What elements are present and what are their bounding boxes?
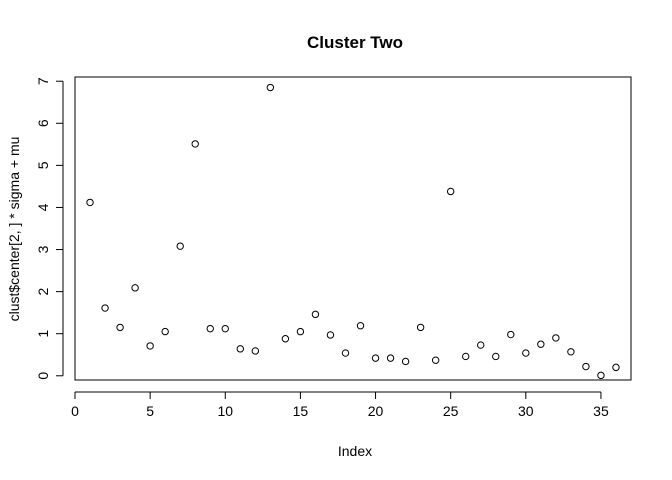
chart-title: Cluster Two [307,33,403,52]
data-point [86,198,94,207]
data-points [86,83,620,380]
x-tick-label: 35 [593,403,609,419]
x-axis-label: Index [338,443,372,459]
data-point [191,140,199,148]
data-point [311,310,320,319]
data-point [462,352,470,361]
x-tick-label: 25 [443,403,459,419]
y-tick-label: 2 [35,288,51,296]
data-point [431,356,440,364]
data-point [296,327,305,336]
x-tick-label: 0 [71,403,79,419]
data-point [341,349,350,357]
y-tick-label: 3 [35,245,51,253]
data-point [266,83,275,92]
data-point [131,284,139,292]
data-point [567,348,575,356]
data-point [507,330,515,339]
data-point [612,363,620,372]
y-tick-label: 4 [35,203,51,211]
y-axis-label: clust$center[2, ] * sigma + mu [6,137,22,322]
x-tick-label: 10 [217,403,233,419]
data-point [356,322,365,330]
data-point [552,334,560,342]
data-point [492,352,500,361]
y-tick-label: 1 [35,330,51,338]
x-axis: 0 5 10 15 20 25 30 35 [71,391,609,419]
data-point [371,354,380,362]
y-tick-label: 5 [35,161,51,169]
data-point [176,242,184,250]
data-point [101,304,109,312]
y-axis: 0 1 2 3 4 5 6 7 [35,77,64,380]
data-point [537,340,545,348]
x-tick-label: 15 [293,403,309,419]
plot-frame [74,76,632,381]
data-point [161,327,169,336]
data-point [236,345,244,353]
data-point [146,342,154,350]
x-tick-label: 20 [368,403,384,419]
data-point [597,371,605,380]
data-point [582,362,590,371]
y-tick-label: 0 [35,372,51,380]
y-tick-label: 6 [35,119,51,127]
y-tick-label: 7 [35,77,51,85]
data-point [477,341,485,349]
data-point [221,324,229,333]
data-point [251,347,260,355]
data-point [401,357,410,366]
data-point [522,349,530,357]
x-tick-label: 30 [518,403,534,419]
data-point [206,324,214,333]
data-point [326,331,335,339]
data-point [446,187,455,196]
data-point [386,354,395,362]
data-point [416,323,425,332]
data-point [116,323,124,332]
data-point [281,335,290,343]
x-tick-label: 5 [146,403,154,419]
